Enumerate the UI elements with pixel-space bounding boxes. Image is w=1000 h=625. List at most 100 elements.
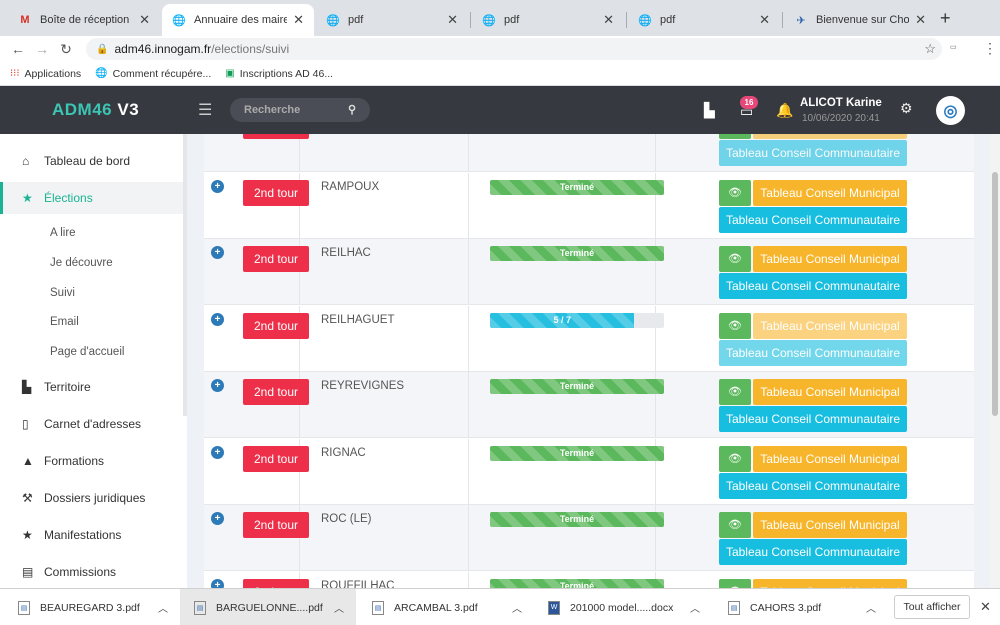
reload-icon[interactable]: ↻ <box>60 40 72 57</box>
tableau-conseil-communautaire-button[interactable]: Tableau Conseil Communautaire <box>719 339 907 366</box>
view-eye-button[interactable]: 👁 <box>719 512 751 538</box>
tableau-conseil-municipal-button[interactable]: Tableau Conseil Municipal <box>753 312 907 339</box>
tableau-conseil-municipal-button[interactable]: Tableau Conseil Municipal <box>753 379 907 405</box>
bookmark-inscriptions[interactable]: ▣ Inscriptions AD 46... <box>225 67 334 80</box>
chevron-up-icon[interactable]: ︿ <box>512 604 522 615</box>
new-tab-icon[interactable]: + <box>940 8 951 28</box>
second-tour-button[interactable]: 2nd tour <box>243 578 309 588</box>
sidebar-item-formations[interactable]: ▲ Formations <box>22 454 105 468</box>
view-eye-button[interactable]: 👁 <box>719 134 751 139</box>
tab-gmail[interactable]: M Boîte de réception (11.4 ✕ <box>8 4 160 36</box>
sidebar-subitem-suivi[interactable]: Suivi <box>50 287 75 299</box>
search-icon[interactable]: ⚲ <box>347 104 356 116</box>
close-icon[interactable]: ✕ <box>293 12 304 27</box>
chevron-up-icon[interactable]: ︿ <box>690 604 700 615</box>
tab-chorus[interactable]: ✈ Bienvenue sur Chorus P ✕ <box>784 4 936 36</box>
sidebar-scrollbar[interactable] <box>183 134 187 416</box>
expand-plus-icon[interactable]: + <box>211 578 224 588</box>
tab-pdf-1[interactable]: 🌐 pdf ✕ <box>326 12 458 27</box>
tableau-conseil-communautaire-button[interactable]: Tableau Conseil Communautaire <box>719 273 907 299</box>
tableau-conseil-municipal-button[interactable]: Tableau Conseil Municipal <box>753 246 907 272</box>
sidebar-item-tableau-de-bord[interactable]: ⌂ Tableau de bord <box>22 154 131 168</box>
download-item[interactable]: ▤ CAHORS 3.pdf ︿ <box>712 589 888 625</box>
sidebar-item-territoire[interactable]: ▙ Territoire <box>22 380 91 394</box>
tableau-conseil-communautaire-button[interactable]: Tableau Conseil Communautaire <box>719 539 907 565</box>
tableau-conseil-municipal-button[interactable]: Tableau Conseil Municipal <box>753 179 907 206</box>
view-eye-button[interactable]: 👁 <box>719 445 751 472</box>
tableau-conseil-municipal-button[interactable]: Tableau Conseil Municipal <box>753 578 907 588</box>
close-icon[interactable]: ✕ <box>447 12 458 27</box>
column-divider <box>468 571 469 588</box>
close-icon[interactable]: ✕ <box>603 12 614 27</box>
download-item[interactable]: W 201000 model.....docx ︿ <box>534 589 712 625</box>
bookmark-comment-recuperer[interactable]: 🌐 Comment récupére... <box>95 67 212 80</box>
hamburger-menu-icon[interactable]: ☰ <box>198 102 213 119</box>
map-icon[interactable]: ▙ <box>704 102 715 118</box>
close-icon[interactable]: ✕ <box>139 12 150 27</box>
user-name[interactable]: ALICOT Karine <box>800 97 882 109</box>
tableau-conseil-municipal-button[interactable]: Tableau Conseil Municipal <box>753 445 907 472</box>
expand-plus-icon[interactable]: + <box>211 512 224 525</box>
chevron-up-icon[interactable]: ︿ <box>158 604 168 615</box>
back-icon[interactable]: ← <box>11 41 25 57</box>
bookmark-applications[interactable]: ⁝⁝⁝ Applications <box>10 67 82 80</box>
expand-plus-icon[interactable]: + <box>211 312 224 326</box>
second-tour-button[interactable]: 2nd tour <box>243 246 309 272</box>
expand-plus-icon[interactable]: + <box>211 445 224 459</box>
app-logo[interactable]: ADM46 V3 <box>52 100 140 119</box>
chevron-up-icon[interactable]: ︿ <box>866 604 876 615</box>
sidebar-subitem-email[interactable]: Email <box>50 316 79 328</box>
search-input[interactable]: Recherche ⚲ <box>230 98 370 122</box>
column-divider <box>299 505 300 571</box>
sidebar-subitem-page-accueil[interactable]: Page d'accueil <box>50 346 125 358</box>
sidebar-item-dossiers-juridiques[interactable]: ⚒ Dossiers juridiques <box>22 491 146 505</box>
tab-pdf-3[interactable]: 🌐 pdf ✕ <box>638 12 770 27</box>
sidebar-item-elections[interactable]: ★ Élections <box>0 182 186 214</box>
tableau-conseil-municipal-button[interactable]: Tableau Conseil Municipal <box>753 512 907 538</box>
view-eye-button[interactable]: 👁 <box>719 246 751 272</box>
download-item[interactable]: ▤ ARCAMBAL 3.pdf ︿ <box>356 589 534 625</box>
tableau-conseil-communautaire-button[interactable]: Tableau Conseil Communautaire <box>719 140 907 166</box>
sidebar-subitem-a-lire[interactable]: A lire <box>50 227 76 239</box>
second-tour-button[interactable]: 2nd tour <box>243 312 309 339</box>
avatar[interactable]: ◎ <box>936 96 965 125</box>
view-eye-button[interactable]: 👁 <box>719 312 751 339</box>
tab-annuaire[interactable]: 🌐 Annuaire des maires ✕ <box>162 4 314 36</box>
chevron-up-icon[interactable]: ︿ <box>334 604 344 615</box>
expand-plus-icon[interactable]: + <box>211 179 224 193</box>
second-tour-button[interactable]: 2nd tour <box>243 512 309 538</box>
second-tour-button[interactable]: 2nd tour <box>243 379 309 405</box>
sidebar-subitem-je-decouvre[interactable]: Je découvre <box>50 257 113 269</box>
forward-icon[interactable]: → <box>35 41 49 57</box>
tableau-conseil-communautaire-button[interactable]: Tableau Conseil Communautaire <box>719 206 907 233</box>
tableau-conseil-communautaire-button[interactable]: Tableau Conseil Communautaire <box>719 472 907 499</box>
view-eye-button[interactable]: 👁 <box>719 578 751 588</box>
bookmark-star-icon[interactable]: ☆ <box>924 41 936 56</box>
tab-pdf-2[interactable]: 🌐 pdf ✕ <box>482 12 614 27</box>
download-item[interactable]: ▤ BEAUREGARD 3.pdf ︿ <box>0 589 180 625</box>
sidebar-item-carnet-adresses[interactable]: ▯ Carnet d'adresses <box>22 417 142 431</box>
expand-plus-icon[interactable]: + <box>211 246 224 259</box>
sidebar-item-manifestations[interactable]: ★ Manifestations <box>22 528 122 542</box>
bell-icon[interactable]: 🔔 <box>776 102 794 118</box>
star-icon: ★ <box>22 528 33 542</box>
url-input[interactable]: 🔒 adm46.innogam.fr/elections/suivi ☆ <box>86 38 942 60</box>
download-item[interactable]: ▤ BARGUELONNE....pdf ︿ <box>180 589 356 625</box>
view-eye-button[interactable]: 👁 <box>719 179 751 206</box>
menu-dots-icon[interactable]: ⋮ <box>983 40 997 56</box>
expand-plus-icon[interactable]: + <box>211 379 224 392</box>
tableau-conseil-communautaire-button[interactable]: Tableau Conseil Communautaire <box>719 406 907 432</box>
show-all-downloads-button[interactable]: Tout afficher <box>894 595 970 619</box>
second-tour-button[interactable]: 2nd tour <box>243 134 309 139</box>
sidebar-item-commissions[interactable]: ▤ Commissions <box>22 565 117 579</box>
second-tour-button[interactable]: 2nd tour <box>243 179 309 206</box>
close-icon[interactable]: ✕ <box>980 599 991 614</box>
extension-icon[interactable]: ▭ <box>950 44 957 51</box>
close-icon[interactable]: ✕ <box>915 12 926 27</box>
page-scrollbar-thumb[interactable] <box>992 172 998 416</box>
gear-icon[interactable]: ⚙ <box>900 100 913 116</box>
view-eye-button[interactable]: 👁 <box>719 379 751 405</box>
second-tour-button[interactable]: 2nd tour <box>243 445 309 472</box>
tableau-conseil-municipal-button[interactable]: Tableau Conseil Municipal <box>753 134 907 139</box>
close-icon[interactable]: ✕ <box>759 12 770 27</box>
